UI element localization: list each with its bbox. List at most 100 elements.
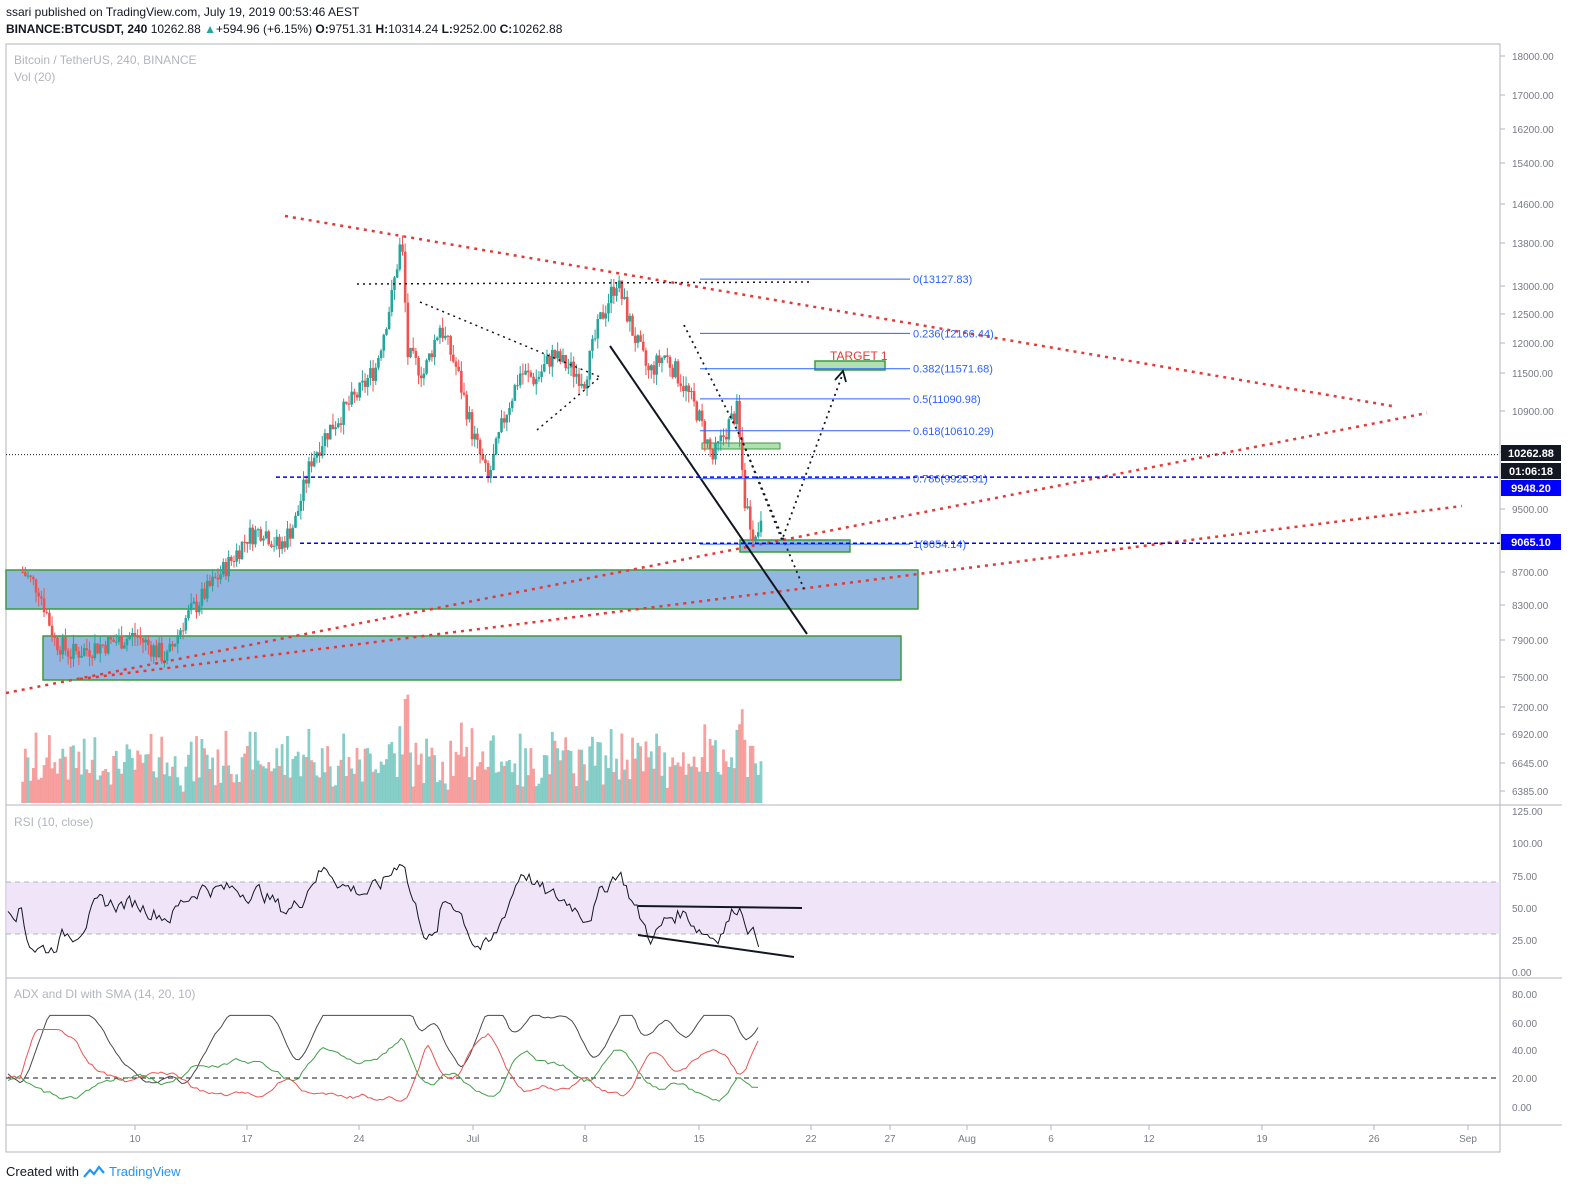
volume-bar [122, 762, 126, 803]
volume-bar [727, 766, 731, 803]
volume-bar [152, 771, 156, 803]
volume-bar [529, 748, 533, 803]
volume-bar [203, 748, 206, 803]
volume-bar [248, 731, 252, 803]
candle-body [457, 366, 460, 371]
candle-body [387, 312, 391, 330]
volume-bar [759, 761, 763, 803]
candle-body [128, 636, 131, 640]
fib-label: 0.5(11090.98) [913, 394, 981, 406]
candle-body [449, 336, 452, 355]
volume-bar [574, 786, 578, 803]
main-title: Bitcoin / TetherUS, 240, BINANCE [14, 53, 197, 67]
candle-body [139, 637, 142, 639]
candle-body [572, 361, 575, 377]
candle-body [296, 510, 300, 516]
candle-body [136, 636, 139, 638]
candle-body [620, 280, 624, 299]
horizontal-levels [6, 454, 1500, 544]
volume-bar [681, 752, 685, 803]
candle-body [403, 251, 407, 303]
candle-body [120, 635, 123, 649]
volume-bar [451, 776, 455, 803]
volume-bar [77, 751, 81, 803]
candle-body [192, 601, 196, 604]
volume-bar [45, 757, 49, 803]
candle-body [591, 338, 594, 351]
candle-body [141, 638, 145, 643]
price-tick-label: 14600.00 [1512, 200, 1554, 211]
candle-body [612, 286, 616, 296]
candle-body [588, 350, 592, 380]
volume-bar [208, 769, 212, 803]
volume-bar [296, 751, 300, 803]
candle-body [671, 367, 674, 378]
volume-bar [216, 749, 220, 803]
volume-bar [430, 747, 434, 803]
volume-bar [138, 754, 142, 803]
last-price-text: 10262.88 [1508, 448, 1554, 460]
candle-body [262, 538, 265, 541]
volume-bar [644, 741, 648, 803]
chart-svg[interactable]: Bitcoin / TetherUS, 240, BINANCE Vol (20… [0, 0, 1577, 1160]
candle-body [131, 632, 134, 637]
rsi-axis-ticks: 125.00 100.00 75.00 50.00 25.00 0.00 [1512, 807, 1543, 979]
candle-body [29, 575, 32, 577]
candle-body [644, 350, 648, 366]
time-tick-label: 8 [582, 1134, 588, 1145]
candle-body [21, 572, 24, 573]
time-tick-label: 24 [353, 1134, 365, 1145]
candle-body [505, 414, 509, 423]
price-tick-label: 7200.00 [1512, 703, 1549, 714]
last-price-tag [1501, 445, 1561, 461]
volume-bar [69, 746, 73, 803]
volume-bar [320, 748, 324, 803]
candle-body [323, 433, 327, 447]
price-tick-label: 11500.00 [1512, 369, 1553, 380]
volume-bar [684, 774, 688, 803]
volume-bar [371, 771, 375, 803]
rsi-tick-label: 100.00 [1512, 839, 1543, 850]
volume-bar [636, 742, 640, 803]
fib-levels: 0(13127.83) 0.236(12166.44) 0.382(11571.68… [700, 274, 994, 551]
volume-bar [299, 776, 303, 803]
volume-bar [98, 775, 102, 803]
volume-bar [23, 748, 27, 803]
volume-bar [72, 745, 75, 803]
volume-bar [114, 750, 118, 803]
volume-bar [163, 774, 166, 803]
candle-body [345, 401, 348, 404]
volume-bar [280, 744, 284, 803]
volume-bar [502, 765, 506, 803]
volume-bar [521, 786, 525, 803]
volume-bar [101, 770, 105, 803]
candle-body [441, 327, 444, 339]
volume-bar [42, 765, 46, 803]
volume-bar [537, 783, 541, 803]
candle-body [288, 528, 292, 539]
candle-body [649, 365, 653, 371]
volume-bar [88, 773, 91, 803]
candle-body [291, 527, 295, 539]
volume-bar [283, 774, 287, 803]
volume-bar [516, 784, 519, 803]
volume-bar [379, 761, 383, 803]
volume-bar [730, 757, 733, 803]
candle-body [337, 423, 340, 428]
candle-body [419, 375, 423, 379]
volume-bar [128, 749, 132, 803]
candle-body [577, 373, 581, 386]
candle-body [37, 592, 40, 597]
time-tick-label: 17 [241, 1134, 253, 1145]
tradingview-logo-icon [83, 1164, 105, 1178]
rsi-line [7, 863, 760, 954]
fib-label: 0.786(9925.91) [913, 474, 988, 486]
candle-body [168, 643, 172, 652]
volume-bar [120, 773, 124, 803]
candle-body [735, 400, 739, 425]
level2-tag [1501, 534, 1561, 550]
projection-arrow [834, 369, 847, 383]
volume-bar [184, 766, 188, 803]
candle-body [500, 418, 503, 433]
volume-bar [302, 754, 305, 803]
